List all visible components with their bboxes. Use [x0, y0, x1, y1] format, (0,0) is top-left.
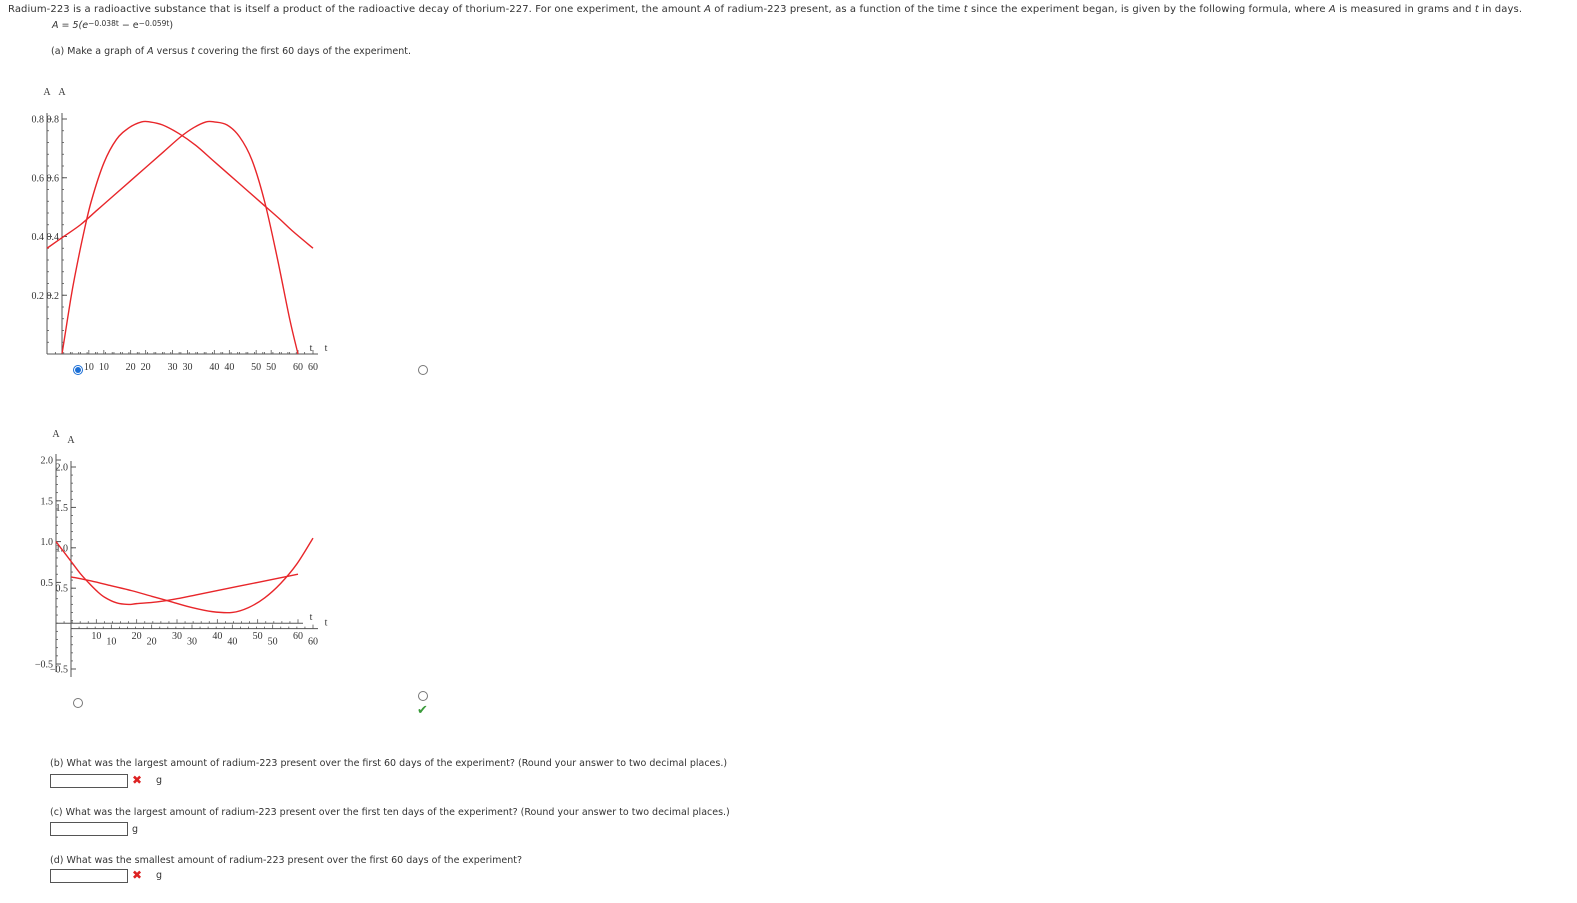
- y-tick-label: 2.0: [41, 456, 54, 467]
- graph-option-3: 10 20 30 40 50 60−0.50.51.01.52.0At: [50, 435, 328, 677]
- x-tick-label: 20: [126, 362, 136, 373]
- y-axis-label: A: [43, 87, 51, 98]
- incorrect-x-icon: ✖: [132, 773, 143, 787]
- y-tick-label: −0.5: [50, 665, 68, 676]
- part-d-question: (d) What was the smallest amount of radi…: [50, 855, 523, 866]
- y-tick-label: 0.2: [32, 291, 45, 302]
- correct-check-icon: ✔: [417, 703, 428, 718]
- x-tick-label: 50: [253, 631, 263, 642]
- x-tick-label: 10: [106, 637, 116, 648]
- x-tick-label: 30: [183, 362, 193, 373]
- radio-option-2[interactable]: [418, 365, 428, 375]
- x-axis-label: t: [325, 343, 328, 354]
- graph-option-2: 10 20 30 40 50 60 0.2 0.4 0.6 0.8 At: [32, 87, 313, 373]
- x-tick-label: 40: [212, 631, 222, 642]
- problem-statement: Radium-223 is a radioactive substance th…: [8, 4, 1523, 15]
- y-tick-label: 1.5: [56, 503, 69, 514]
- y-tick-label: 0.2: [47, 291, 60, 302]
- part-c-unit: g: [132, 824, 139, 835]
- part-b-unit: g: [156, 775, 163, 786]
- x-tick-label: 50: [251, 362, 261, 373]
- part-d-unit: g: [156, 870, 163, 881]
- series-line: [46, 120, 299, 355]
- y-axis-label: A: [58, 87, 66, 98]
- x-tick-label: 30: [168, 362, 178, 373]
- y-tick-label: 0.5: [56, 584, 69, 595]
- incorrect-x-icon: ✖: [132, 868, 143, 882]
- x-tick-label: 20: [132, 631, 142, 642]
- series-line: [61, 120, 314, 355]
- y-tick-label: 1.5: [41, 496, 54, 507]
- x-tick-label: 20: [147, 637, 157, 648]
- x-tick-label: 50: [266, 362, 276, 373]
- x-tick-label: 30: [187, 637, 197, 648]
- series-line: [70, 537, 314, 614]
- part-b-answer-input[interactable]: [50, 774, 128, 788]
- y-tick-label: 0.6: [32, 173, 45, 184]
- x-tick-label: 60: [293, 631, 303, 642]
- radio-option-4[interactable]: [418, 691, 428, 701]
- x-axis-label: t: [310, 343, 313, 354]
- radio-option-1[interactable]: [73, 365, 83, 375]
- x-tick-label: 50: [268, 637, 278, 648]
- x-tick-label: 40: [224, 362, 234, 373]
- part-d-answer-input[interactable]: [50, 869, 128, 883]
- y-tick-label: 0.4: [47, 232, 60, 243]
- y-tick-label: 0.6: [47, 173, 60, 184]
- y-tick-label: 2.0: [56, 463, 69, 474]
- y-tick-label: 1.0: [41, 537, 54, 548]
- x-tick-label: 40: [209, 362, 219, 373]
- x-tick-label: 10: [84, 362, 94, 373]
- x-axis-label: t: [325, 618, 328, 629]
- y-tick-label: 0.8: [47, 115, 60, 126]
- formula: A = 5(e−0.038t − e−0.059t): [52, 19, 174, 31]
- part-c-answer-input[interactable]: [50, 822, 128, 836]
- x-tick-label: 60: [308, 637, 318, 648]
- part-a-question: (a) Make a graph of A versus t covering …: [51, 46, 411, 57]
- graph-option-1: 10 20 30 40 50 60 0.2 0.4 0.6 0.8 At: [47, 87, 328, 373]
- x-tick-label: 60: [308, 362, 318, 373]
- x-tick-label: 30: [172, 631, 182, 642]
- x-tick-label: 40: [227, 637, 237, 648]
- y-axis-label: A: [67, 435, 75, 446]
- y-tick-label: −0.5: [35, 660, 53, 671]
- part-c-question: (c) What was the largest amount of radiu…: [50, 807, 730, 818]
- graph-option-4: 10 20 30 40 50 60 −0.5 0.5 1.0 1.5 2.0 At: [35, 429, 313, 672]
- radio-option-3[interactable]: [73, 698, 83, 708]
- x-tick-label: 10: [99, 362, 109, 373]
- x-tick-label: 60: [293, 362, 303, 373]
- x-tick-label: 10: [91, 631, 101, 642]
- x-tick-label: 20: [141, 362, 151, 373]
- series-line: [55, 541, 299, 606]
- part-b-question: (b) What was the largest amount of radiu…: [50, 758, 728, 769]
- y-tick-label: 0.8: [32, 115, 45, 126]
- y-tick-label: 0.4: [32, 232, 45, 243]
- x-axis-label: t: [310, 612, 313, 623]
- y-tick-label: 0.5: [41, 578, 54, 589]
- y-axis-label: A: [52, 429, 60, 440]
